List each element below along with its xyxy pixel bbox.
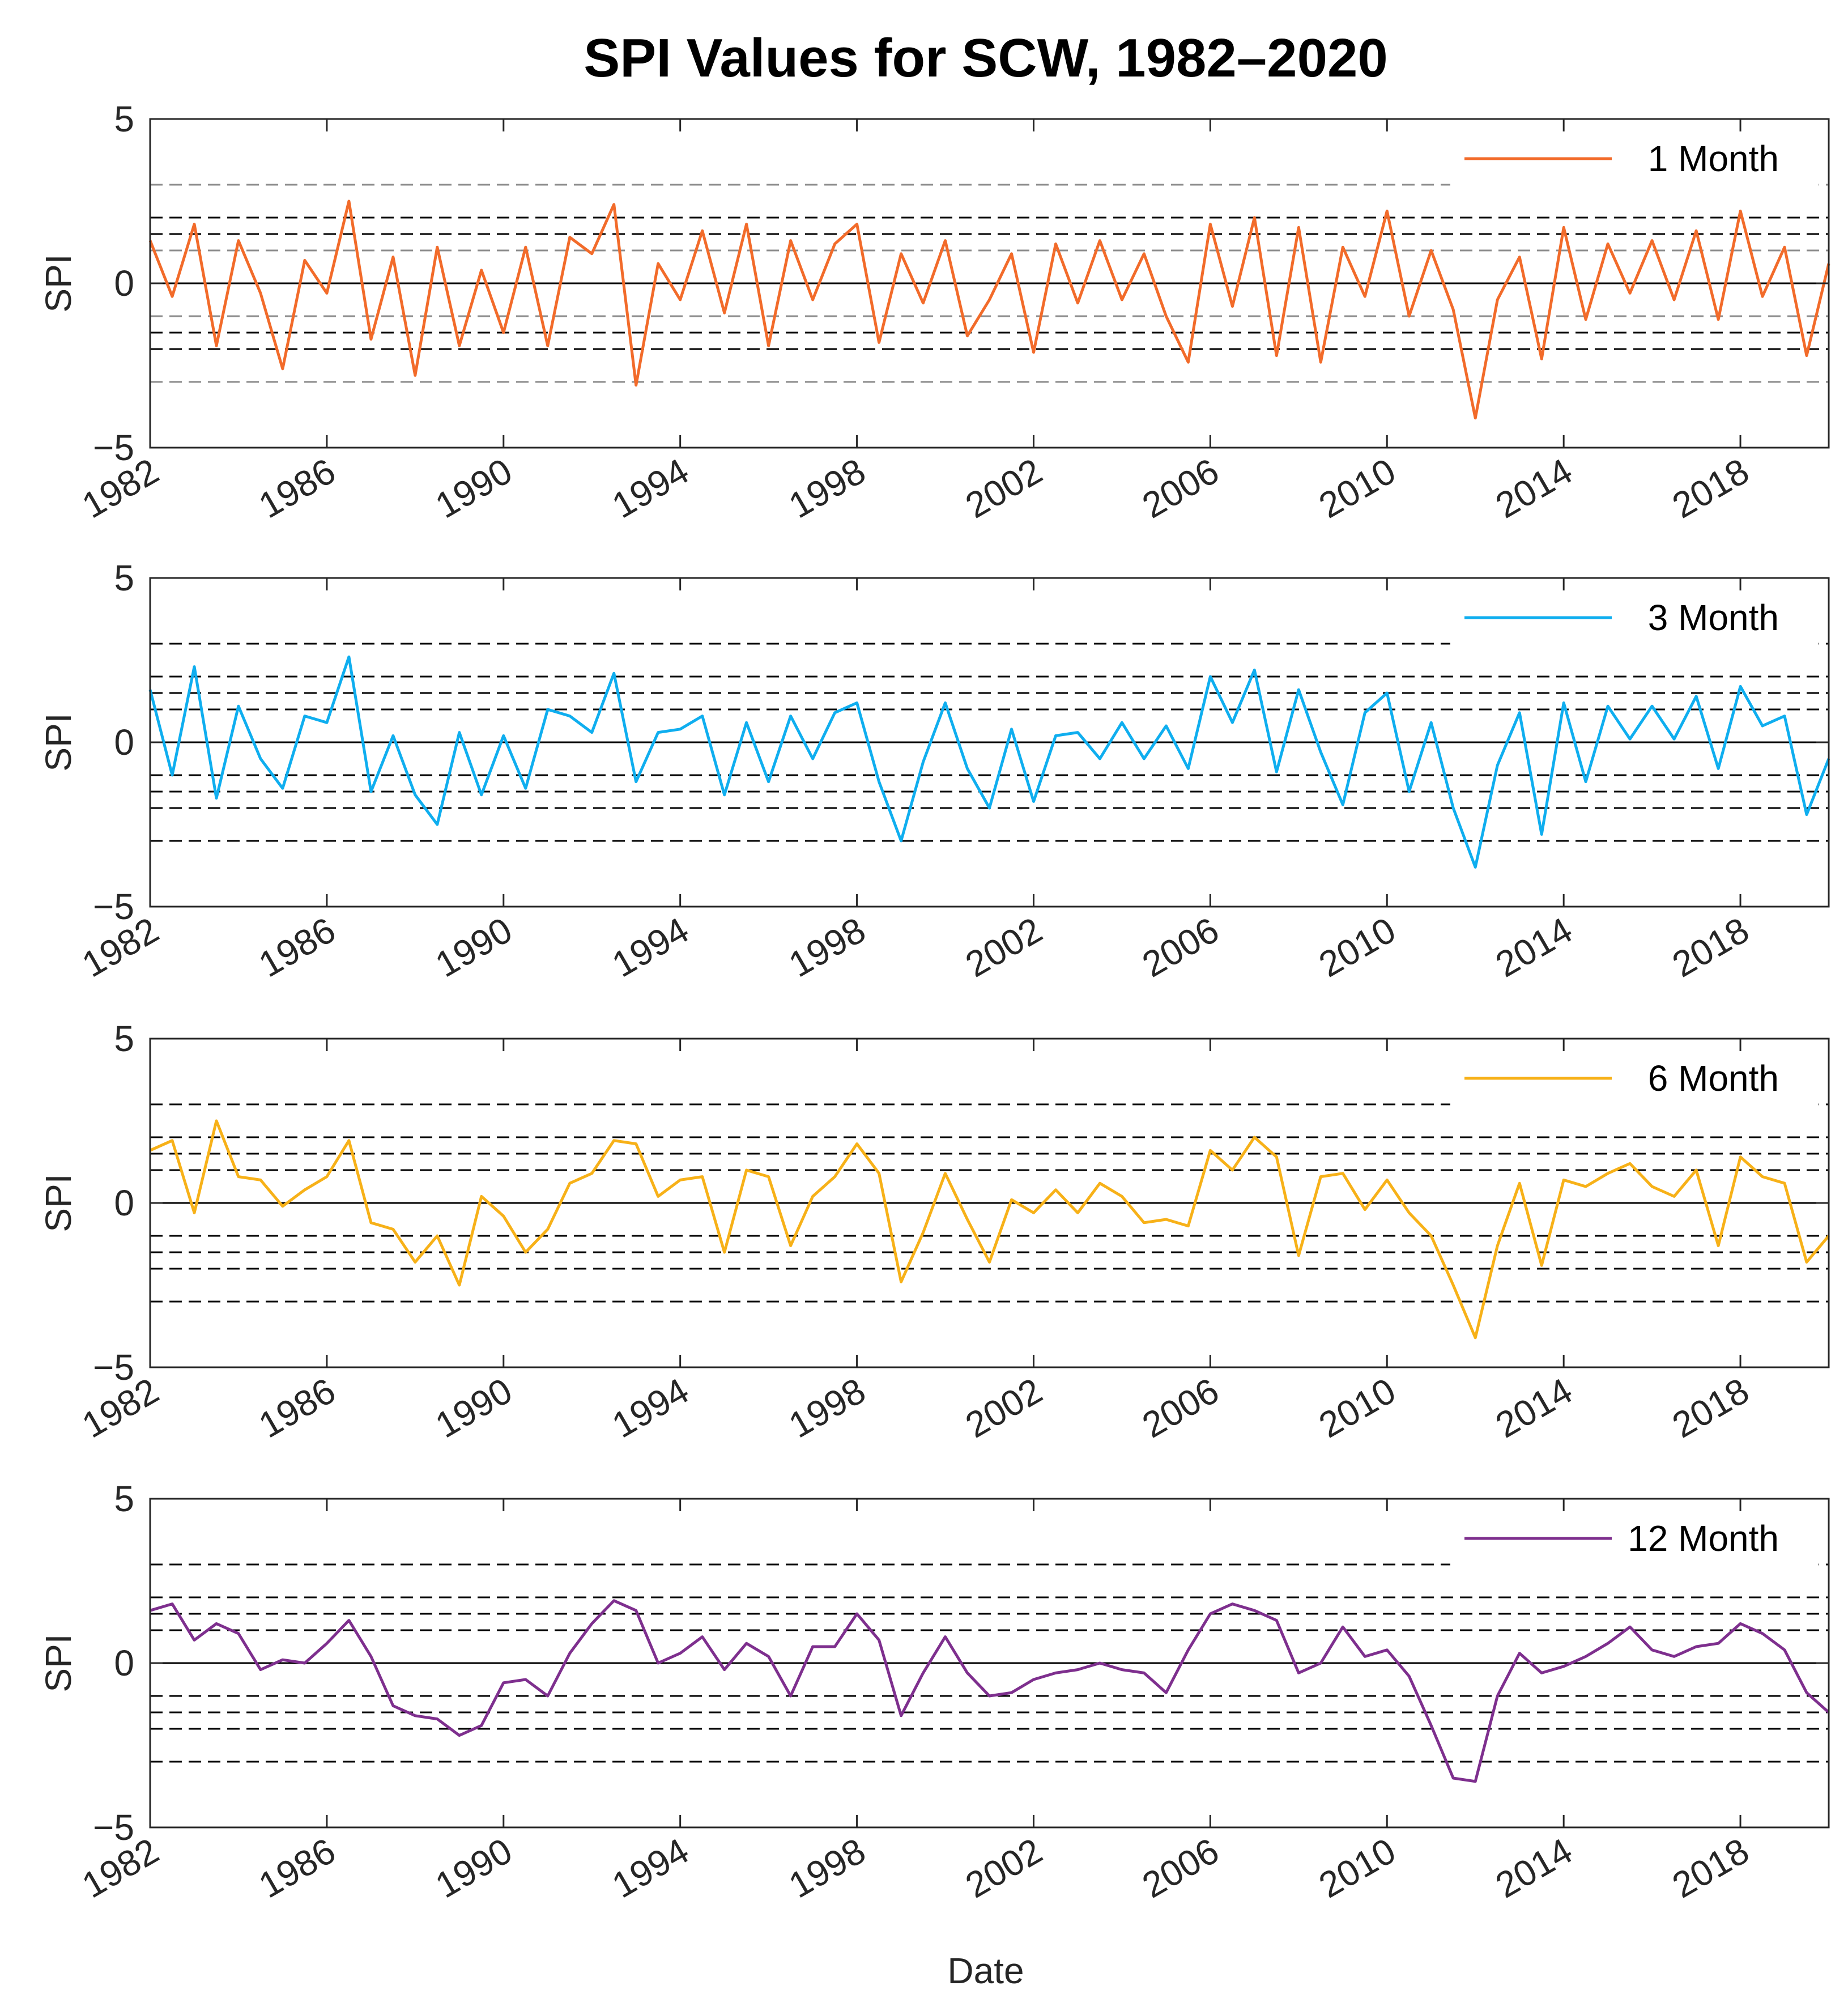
y-axis-label: SPI (38, 1174, 79, 1232)
y-tick-label: 0 (114, 1183, 134, 1223)
series-line-1-month (148, 199, 1830, 420)
y-axis-label: SPI (38, 713, 79, 771)
legend-background (1450, 1056, 1819, 1107)
y-axis-label: SPI (38, 254, 79, 312)
y-tick-label: 5 (114, 1018, 134, 1059)
legend-label: 3 Month (1648, 597, 1779, 638)
y-tick-label: −5 (93, 1807, 134, 1848)
series-line-6-month (149, 1119, 1830, 1340)
y-tick-label: −5 (93, 427, 134, 468)
y-tick-label: −5 (93, 1347, 134, 1388)
series-line-3-month (148, 655, 1830, 869)
y-tick-label: 0 (114, 263, 134, 304)
legend-label: 12 Month (1628, 1518, 1779, 1559)
series-line-12-month (150, 1599, 1830, 1783)
legend-label: 1 Month (1648, 138, 1779, 179)
y-tick-label: 5 (114, 1478, 134, 1519)
y-tick-label: 5 (114, 99, 134, 139)
y-tick-label: −5 (93, 886, 134, 927)
y-tick-label: 0 (114, 1643, 134, 1683)
legend-background (1450, 595, 1819, 646)
y-axis-label: SPI (38, 1634, 79, 1692)
x-axis-label: Date (947, 1950, 1024, 1991)
y-tick-label: 0 (114, 722, 134, 763)
legend-label: 6 Month (1648, 1058, 1779, 1099)
y-tick-label: 5 (114, 558, 134, 598)
legend-background (1450, 1516, 1819, 1567)
legend-background (1450, 136, 1819, 187)
chart-title: SPI Values for SCW, 1982–2020 (584, 28, 1387, 88)
